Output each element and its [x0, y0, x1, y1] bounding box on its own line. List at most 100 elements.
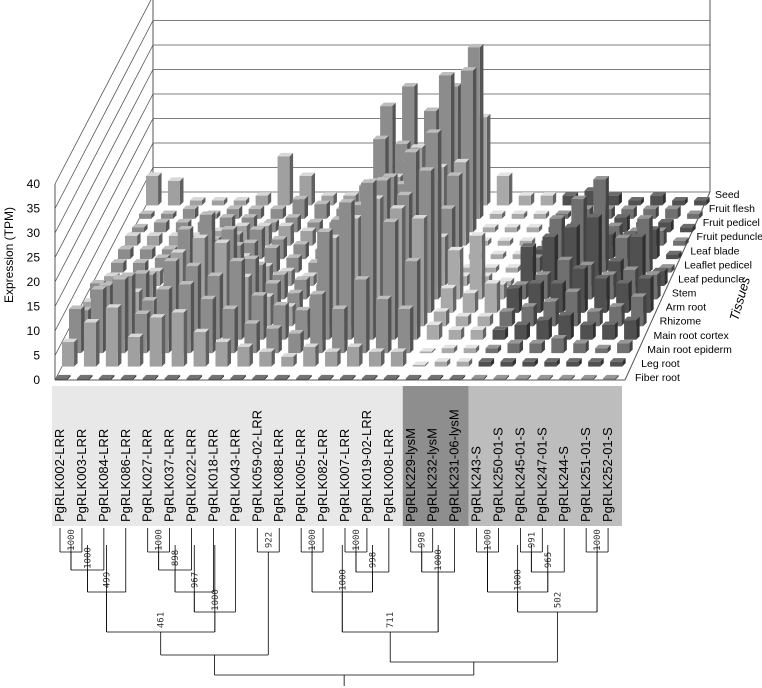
bar-side: [483, 374, 488, 380]
grid-line: [54, 118, 154, 307]
bar-front: [512, 254, 525, 260]
bar-front: [127, 337, 140, 367]
bar-side: [88, 374, 93, 380]
bootstrap-label: 1000: [83, 547, 93, 569]
bar-top: [425, 129, 442, 133]
bar-front: [440, 288, 453, 313]
bar: [390, 348, 407, 367]
bar-top: [255, 192, 272, 196]
bar-front: [529, 343, 542, 354]
bar-top: [453, 158, 470, 163]
bar-top: [153, 218, 170, 223]
bar-side: [81, 305, 85, 354]
bar-side: [417, 374, 422, 380]
bar: [672, 197, 688, 206]
bar-top: [616, 279, 632, 284]
bar-top: [244, 320, 260, 324]
bootstrap-label: 998: [368, 552, 378, 568]
bar-top: [287, 289, 303, 294]
bootstrap-label: 502: [553, 592, 563, 608]
bar-top: [492, 326, 509, 330]
bar-front: [449, 378, 462, 380]
bar-side: [578, 358, 582, 367]
bar: [507, 339, 524, 354]
bar-top: [645, 271, 661, 275]
bar: [146, 172, 162, 206]
bar: [383, 374, 400, 380]
bar: [419, 348, 436, 354]
bar: [132, 259, 149, 273]
bar-front: [496, 176, 509, 206]
bar: [292, 195, 309, 219]
bar-top: [199, 211, 216, 215]
bar-front: [419, 351, 432, 354]
bar-side: [620, 258, 624, 286]
bar-front: [142, 378, 155, 380]
bar: [105, 304, 122, 367]
bar: [288, 330, 304, 354]
bar-top: [288, 330, 304, 334]
bar-side: [424, 361, 429, 367]
bar-top: [76, 374, 93, 379]
floor-edge: [624, 191, 711, 381]
bar-front: [558, 315, 571, 340]
bar: [609, 303, 625, 327]
bar: [594, 275, 610, 313]
bar: [426, 321, 443, 340]
bar-top: [614, 214, 630, 218]
bar-side: [663, 227, 667, 246]
bar-front: [118, 249, 131, 260]
bar-side: [629, 339, 633, 354]
tissue-label: Rhizome: [660, 316, 702, 328]
gene-label: PgRLK003-LRR: [74, 429, 89, 522]
bar-top: [156, 285, 173, 290]
bar-side: [501, 210, 506, 219]
bar-side: [117, 304, 122, 367]
bar-side: [159, 267, 164, 286]
bar-top: [98, 374, 115, 379]
bar-side: [556, 358, 560, 367]
bar-side: [635, 266, 639, 300]
bar-side: [152, 271, 157, 300]
bar-top: [389, 205, 406, 209]
bar-side: [190, 281, 195, 354]
bar-top: [230, 374, 246, 379]
bar-side: [285, 301, 289, 340]
bar-side: [144, 259, 149, 273]
bar-front: [146, 176, 159, 206]
bootstrap-label: 1000: [155, 529, 165, 551]
bar-side: [662, 192, 666, 206]
bar: [281, 353, 297, 367]
bar-front: [368, 351, 381, 367]
bar: [318, 374, 334, 380]
bar-side: [402, 348, 407, 367]
bar-top: [55, 374, 71, 379]
bar-side: [146, 310, 151, 354]
bar: [441, 344, 458, 354]
bar-top: [119, 272, 136, 277]
bar: [361, 374, 378, 380]
bar-top: [526, 223, 543, 228]
bar-side: [313, 272, 317, 286]
bar-top: [603, 374, 619, 379]
bar-front: [303, 346, 316, 367]
bar-top: [520, 243, 537, 247]
bar-side: [548, 316, 552, 340]
bar-front: [120, 378, 133, 380]
bar-side: [241, 257, 246, 340]
bar-side: [539, 254, 544, 273]
bar-top: [380, 102, 396, 107]
bar-side: [263, 292, 267, 340]
tissue-label: Fruit pedicel: [703, 217, 760, 229]
gene-label: PgRLK007-LRR: [337, 429, 352, 522]
bar-top: [373, 135, 389, 140]
bar-top: [533, 210, 550, 214]
bar-side: [534, 358, 538, 367]
bar-front: [288, 333, 301, 354]
bar-side: [439, 374, 444, 380]
bar-side: [533, 303, 538, 327]
bar-side: [512, 358, 517, 367]
bar-front: [505, 267, 518, 273]
bootstrap-label: 1000: [434, 549, 444, 571]
bar-side: [212, 295, 217, 354]
